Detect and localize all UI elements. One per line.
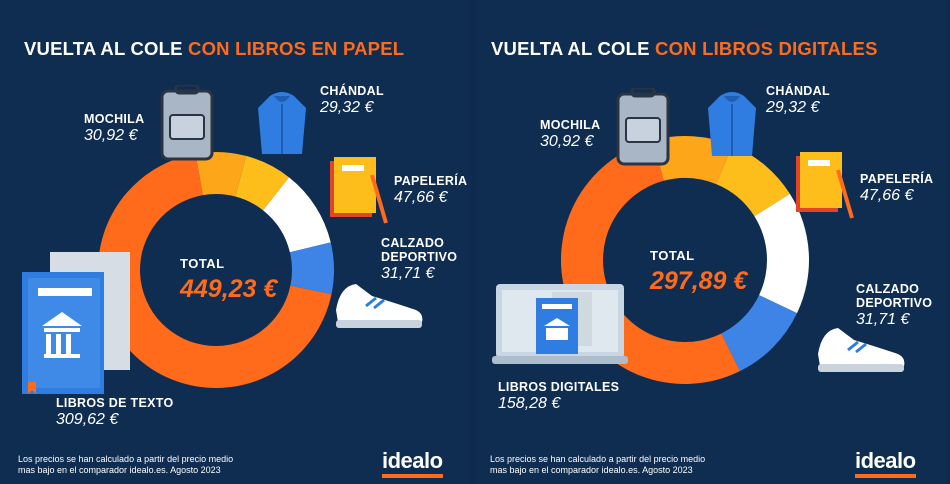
footnote: Los precios se han calculado a partir de… [490,454,706,475]
category-value: 309,62 € [56,411,119,428]
category-name: CHÁNDAL [320,84,384,98]
panel-title: VUELTA AL COLE CON LIBROS EN PAPEL [24,38,404,60]
category-name: CHÁNDAL [766,84,830,98]
logo-text: idealo [855,448,916,473]
sneaker-icon [332,276,426,339]
donut-slice-chándal [716,145,790,217]
notebook-icon [328,155,388,232]
category-name: MOCHILA [540,118,601,132]
category-name: CALZADO DEPORTIVO [381,236,458,264]
label-mochila: MOCHILA 30,92 € [540,118,600,151]
category-name: LIBROS DIGITALES [498,380,620,394]
label-calzado: CALZADO DEPORTIVO 31,71 € [381,236,461,283]
category-value: 47,66 € [394,189,448,206]
title-accent: CON LIBROS EN PAPEL [188,38,405,59]
category-value: 30,92 € [540,133,594,150]
category-name: CALZADO DEPORTIVO [856,282,933,310]
logo-text: idealo [382,448,443,473]
logo-underline [382,474,443,478]
label-calzado: CALZADO DEPORTIVO 31,71 € [856,282,941,329]
label-chandal: CHÁNDAL 29,32 € [766,84,830,117]
category-value: 29,32 € [766,99,820,116]
tablet-ebook-icon [492,282,632,373]
panel-digital-books: VUELTA AL COLE CON LIBROS DIGITALES MOCH… [476,0,947,484]
category-value: 30,92 € [84,127,138,144]
hoodie-icon [256,88,308,163]
title-text: VUELTA AL COLE [491,38,656,59]
label-papeleria: PAPELERÍA 47,66 € [394,174,467,207]
category-name: MOCHILA [84,112,145,126]
donut-chart-paper [98,151,334,388]
panel-title: VUELTA AL COLE CON LIBROS DIGITALES [491,38,878,60]
hoodie-icon [706,88,758,165]
category-value: 31,71 € [856,311,910,328]
total-block: TOTAL 297,89 € [650,248,747,296]
label-libros-digitales: LIBROS DIGITALES 158,28 € [498,380,619,413]
donut-slice-libros-de-texto [98,153,332,388]
label-papeleria: PAPELERÍA 47,66 € [860,172,933,205]
backpack-icon [156,83,218,168]
panel-paper-books: VUELTA AL COLE CON LIBROS EN PAPEL MOCHI… [0,0,471,484]
category-value: 158,28 € [498,395,561,412]
total-value: 297,89 € [650,267,748,295]
title-text: VUELTA AL COLE [24,38,189,59]
idealo-logo: idealo [382,448,443,478]
label-libros-texto: LIBROS DE TEXTO 309,62 € [56,396,173,429]
label-mochila: MOCHILA 30,92 € [84,112,144,145]
notebook-icon [794,150,854,227]
category-name: LIBROS DE TEXTO [56,396,174,410]
total-block: TOTAL 449,23 € [180,256,277,304]
donut-slice-calzado-deportivo [721,295,798,372]
donut-slice-calzado-deportivo [289,242,334,295]
total-label: TOTAL [650,248,695,263]
label-chandal: CHÁNDAL 29,32 € [320,84,384,117]
donut-slice-mochila [195,151,247,197]
idealo-logo: idealo [855,448,916,478]
donut-slice-chándal [235,155,290,211]
logo-underline [855,474,916,478]
sneaker-icon [814,320,908,383]
category-name: PAPELERÍA [394,174,468,188]
textbook-icon [20,248,135,403]
donut-slice-papelería [754,193,809,314]
donut-slice-papelería [263,177,331,253]
footnote: Los precios se han calculado a partir de… [18,454,234,475]
total-value: 449,23 € [180,275,278,303]
category-name: PAPELERÍA [860,172,934,186]
category-value: 29,32 € [320,99,374,116]
category-value: 47,66 € [860,187,914,204]
category-value: 31,71 € [381,265,435,282]
title-accent: CON LIBROS DIGITALES [655,38,878,59]
backpack-icon [612,86,674,173]
total-label: TOTAL [180,256,225,271]
